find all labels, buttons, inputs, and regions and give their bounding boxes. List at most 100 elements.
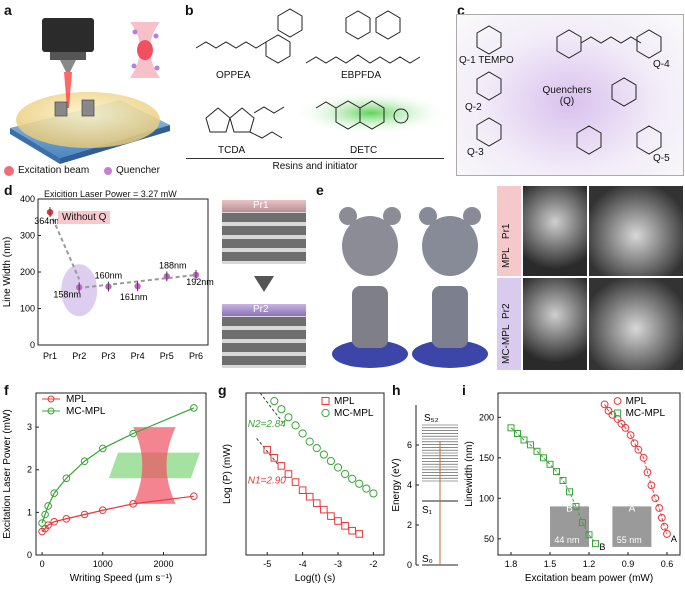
x-tick-label: 1.5 xyxy=(544,559,557,569)
chart-g-frame xyxy=(245,392,385,556)
row-label-mc-mpl: MC-MPL Pr2 xyxy=(497,278,521,370)
y-tick-label: 50 xyxy=(484,534,494,544)
resins-caption: Resins and initiator xyxy=(272,161,358,172)
x-tick-label: 1.2 xyxy=(583,559,596,569)
focal-spot xyxy=(133,427,176,504)
data-point xyxy=(553,468,560,476)
point-label-a: A xyxy=(671,534,677,544)
x-tick-label: Pr1 xyxy=(43,351,57,361)
data-label: 158nm xyxy=(53,289,81,299)
data-point xyxy=(270,454,279,462)
trend-arrow-2 xyxy=(85,273,197,289)
sem-mpl-full xyxy=(523,186,587,276)
x-tick-label: -5 xyxy=(263,559,271,569)
level-label-s1: S₁ xyxy=(422,505,433,516)
power-vs-speed-chart-f: 0 1000 2000 0 1 2 3 Writing Speed (μm s⁻¹) Excit… xyxy=(2,392,207,584)
quencher-label-q5: Q-5 xyxy=(653,153,670,164)
inset-sem-a xyxy=(612,506,652,547)
arrow-down-icon xyxy=(254,276,274,292)
data-point xyxy=(514,430,521,437)
data-point xyxy=(540,454,547,462)
data-point xyxy=(298,486,307,495)
data-point xyxy=(291,478,300,486)
y-axis-label: Line Width (nm) xyxy=(2,237,13,308)
y-tick-label: 400 xyxy=(20,194,35,204)
data-point xyxy=(270,397,279,406)
data-point xyxy=(348,474,357,483)
data-point xyxy=(566,488,573,496)
data-point xyxy=(333,463,343,472)
data-point xyxy=(348,526,356,535)
data-point xyxy=(608,410,617,419)
sem-image-pr2: Pr2 xyxy=(222,304,306,368)
legend-marker xyxy=(321,397,330,405)
panel-b: OPPEA EBPFDA TCDA DETC Resins and initia… xyxy=(186,8,444,176)
x-tick-label: 1000 xyxy=(93,559,113,569)
y-axis-label: Excitation Laser Power (mW) xyxy=(2,409,13,538)
data-point xyxy=(572,502,580,510)
data-point xyxy=(291,421,300,430)
data-label: 188nm xyxy=(159,260,187,270)
resin-droplet xyxy=(16,92,160,148)
x-tick-label: -2 xyxy=(369,559,377,569)
x-tick-label: -3 xyxy=(334,559,342,569)
quencher-label-q1: Q-1 TEMPO xyxy=(459,55,514,66)
y-tick-label: 0 xyxy=(407,560,412,570)
x-tick-label: Pr6 xyxy=(189,351,203,361)
data-point xyxy=(507,424,515,432)
data-label: 160nm xyxy=(95,271,123,281)
legend-marker xyxy=(613,397,622,405)
data-point xyxy=(585,531,593,539)
y-tick-label: 200 xyxy=(20,267,35,277)
energy-levels-chart-h: 0 2 4 6 Energy (eV) S₅₂ S₁ S₀ xyxy=(391,405,458,570)
data-point xyxy=(341,522,349,530)
chart-d-title: Exicition Laser Power = 3.27 mW xyxy=(44,189,177,199)
y-tick-label: 100 xyxy=(20,304,35,314)
data-point xyxy=(657,513,666,522)
legend-label: MPL xyxy=(66,394,87,405)
legend-excitation: Excitation beam xyxy=(4,165,89,176)
data-point xyxy=(600,400,609,409)
data-point xyxy=(50,489,59,497)
annotation-n1: N1=2.90 xyxy=(248,476,287,487)
y-tick-label: 1 xyxy=(27,507,32,517)
legend-label: MC-MPL xyxy=(334,408,374,419)
without-q-badge: Without Q xyxy=(58,211,111,224)
y-tick-label: 2 xyxy=(407,520,412,530)
chart-f-frame xyxy=(35,392,207,556)
data-label: 161nm xyxy=(120,292,148,302)
x-tick-label: 2000 xyxy=(153,559,173,569)
point-label-b: B xyxy=(599,542,605,552)
panel-label-b: b xyxy=(185,2,194,18)
data-point xyxy=(559,476,567,484)
data-point xyxy=(312,499,321,507)
data-point xyxy=(98,506,107,515)
molecule-label-tcda: TCDA xyxy=(218,145,246,156)
objective-lens xyxy=(42,18,94,52)
legend-marker xyxy=(47,395,55,403)
data-point xyxy=(277,462,286,470)
legend-label: MC-MPL xyxy=(626,408,666,419)
data-point xyxy=(533,447,541,455)
sem-grid-e: MPL Pr1 MC-MPL Pr2 xyxy=(497,186,683,370)
quenchers-center-label: Quenchers (Q) xyxy=(542,85,592,107)
legend-label: MPL xyxy=(626,396,647,407)
printed-figurines xyxy=(332,207,488,368)
data-point xyxy=(319,450,328,459)
sem-mc-mpl-zoom xyxy=(589,278,683,370)
data-point xyxy=(355,530,364,538)
data-point xyxy=(626,431,635,440)
panel-label-c: c xyxy=(457,2,465,18)
data-point xyxy=(50,517,59,526)
data-point xyxy=(334,517,342,525)
data-point xyxy=(663,530,671,538)
data-point xyxy=(284,470,293,478)
x-tick-label: 0.6 xyxy=(661,559,674,569)
data-point xyxy=(655,504,664,512)
data-point xyxy=(520,436,528,444)
y-tick-label: 200 xyxy=(479,412,494,422)
legend-label: MC-MPL xyxy=(66,406,106,417)
data-point xyxy=(639,453,648,462)
data-point xyxy=(80,510,89,519)
